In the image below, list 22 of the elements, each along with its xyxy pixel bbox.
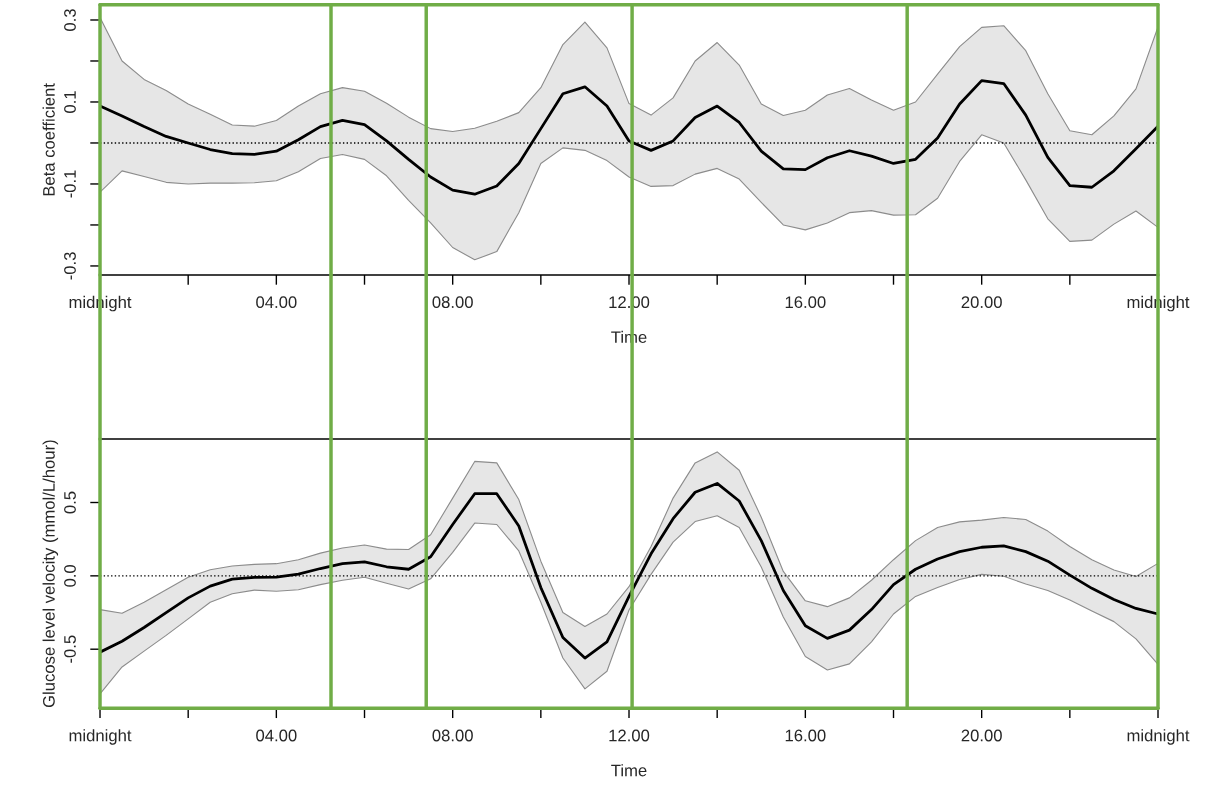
x-tick-label: 16.00 bbox=[785, 729, 826, 742]
x-axis-title: Time bbox=[611, 764, 647, 777]
x-tick-label: 20.00 bbox=[961, 296, 1002, 309]
y-tick-label: -0.5 bbox=[64, 635, 76, 663]
y-tick-label: -0.1 bbox=[64, 170, 76, 198]
x-tick-label: 16.00 bbox=[785, 296, 826, 309]
y-tick-label: 0.3 bbox=[64, 9, 76, 31]
y-tick-label: 0.1 bbox=[64, 91, 76, 113]
y-axis-title: Beta coefficient bbox=[42, 83, 55, 196]
y-axis-title: Glucose level velocity (mmol/L/hour) bbox=[42, 440, 59, 708]
x-tick-label: midnight bbox=[1127, 729, 1190, 745]
x-tick-label: 08.00 bbox=[432, 296, 473, 309]
x-tick-label: 04.00 bbox=[256, 729, 297, 742]
y-tick-label: -0.3 bbox=[64, 252, 76, 280]
x-tick-label: 08.00 bbox=[432, 729, 473, 742]
x-tick-label: 20.00 bbox=[961, 729, 1002, 742]
x-tick-label: 12.00 bbox=[609, 729, 650, 742]
line-series bbox=[100, 79, 1159, 196]
y-tick-label: 0.5 bbox=[64, 491, 76, 514]
x-tick-label: 04.00 bbox=[256, 296, 297, 309]
y-tick-label: 0.0 bbox=[64, 564, 76, 587]
x-tick-label: midnight bbox=[69, 729, 132, 745]
